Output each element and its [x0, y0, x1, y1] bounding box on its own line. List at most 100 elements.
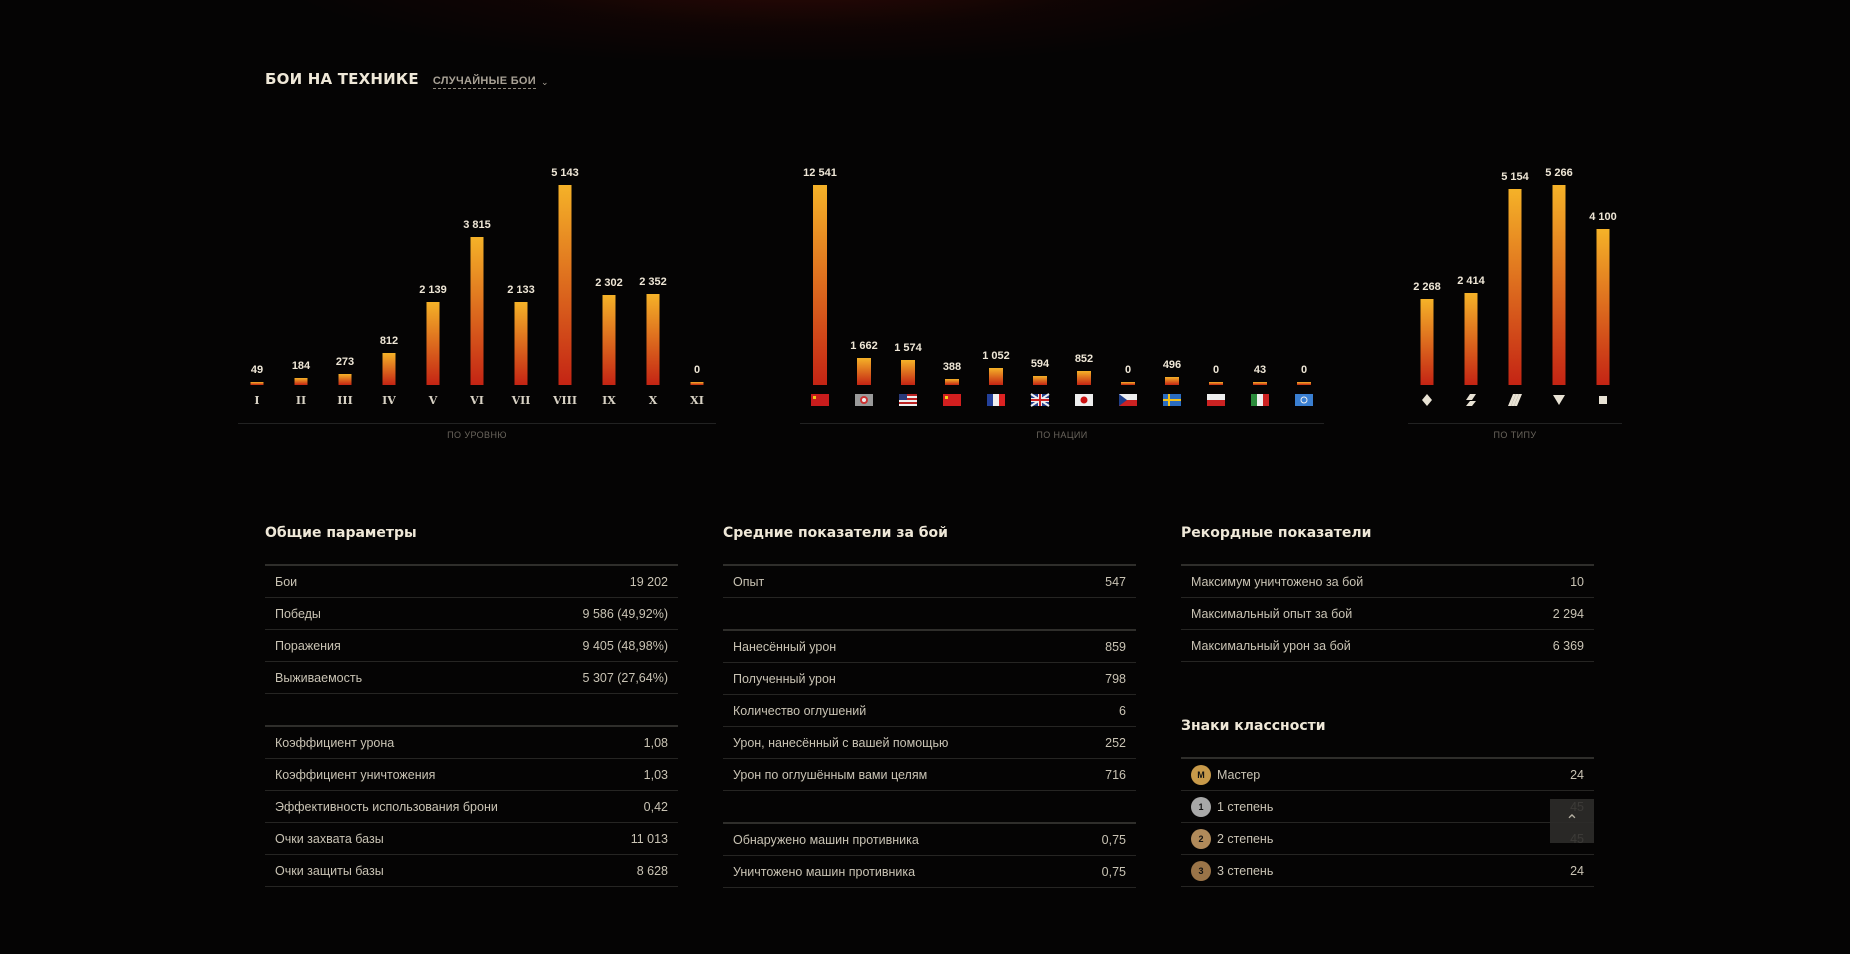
bar[interactable] [294, 378, 308, 385]
bar[interactable] [989, 368, 1003, 385]
bar[interactable] [1420, 299, 1434, 385]
bar[interactable] [646, 294, 660, 385]
stat-label: Нанесённый урон [733, 640, 836, 654]
stat-value: 8 628 [636, 863, 668, 878]
value-label: 2 302 [595, 277, 623, 289]
germany-flag-icon [855, 394, 873, 406]
stat-value: 24 [1570, 863, 1584, 878]
tick-label: VIII [552, 394, 577, 407]
bar[interactable] [1508, 189, 1522, 385]
stat-row: Полученный урон 798 [723, 663, 1136, 695]
usa-flag-icon [899, 394, 917, 406]
bar[interactable] [1165, 377, 1179, 385]
bar[interactable] [813, 185, 827, 385]
scroll-to-top-button[interactable]: ⌃ [1550, 799, 1594, 843]
stat-label: Коэффициент урона [275, 736, 394, 750]
bar[interactable] [1552, 185, 1566, 385]
value-label: 496 [1163, 359, 1181, 371]
stat-row: Коэффициент урона 1,08 [265, 727, 678, 759]
AT-SPG-class-icon [1553, 395, 1565, 405]
section-header: БОИ НА ТЕХНИКЕ СЛУЧАЙНЫЕ БОИ ⌄ [265, 70, 549, 89]
bar[interactable] [1297, 382, 1311, 385]
bar[interactable] [1596, 229, 1610, 385]
bar[interactable] [382, 353, 396, 385]
bar[interactable] [558, 185, 572, 385]
bar[interactable] [602, 295, 616, 385]
bar[interactable] [690, 382, 704, 385]
stat-label: Очки захвата базы [275, 832, 384, 846]
stat-label-text: Коэффициент урона [275, 735, 395, 750]
stat-label-text: Уничтожено машин противника [733, 864, 916, 879]
value-label: 184 [292, 360, 311, 372]
value-label: 5 154 [1501, 171, 1529, 183]
value-label: 1 574 [894, 342, 922, 354]
bar[interactable] [250, 382, 264, 385]
tick-label: XI [690, 394, 704, 407]
value-label: 2 414 [1457, 275, 1485, 287]
stat-value: 716 [1105, 767, 1126, 782]
row-separator [265, 694, 678, 727]
china-flag-icon [943, 394, 961, 406]
records-title: Рекордные показатели [1181, 525, 1372, 541]
chart-by-type-caption: ПО ТИПУ [1493, 430, 1537, 440]
stat-value: 0,75 [1101, 864, 1126, 879]
general-stats-title: Общие параметры [265, 525, 417, 541]
bar[interactable] [514, 302, 528, 385]
class-mark-icon: 1 [1191, 796, 1211, 817]
value-label: 0 [1125, 364, 1131, 376]
stat-label: 2 2 степень [1191, 828, 1273, 849]
value-label: 2 352 [639, 276, 667, 288]
stat-label-text: Обнаружено машин противника [733, 832, 919, 847]
stat-label: Количество оглушений [733, 704, 866, 718]
bar[interactable] [1077, 371, 1091, 385]
class-mark-icon: 2 [1191, 828, 1211, 849]
battle-type-dropdown[interactable]: СЛУЧАЙНЫЕ БОИ ⌄ [432, 75, 549, 89]
stat-value: 6 [1119, 703, 1126, 718]
stat-label-text: Очки защиты базы [275, 863, 384, 878]
stat-label-text: Мастер [1217, 767, 1261, 782]
czech-flag-icon [1119, 394, 1137, 406]
stat-value: 0,42 [643, 799, 668, 814]
stat-value: 6 369 [1552, 638, 1584, 653]
tick-label: III [337, 394, 352, 407]
stat-label-text: Урон по оглушённым вами целям [733, 767, 928, 782]
chart-baseline [238, 423, 716, 424]
ussr-flag-icon [811, 394, 829, 406]
chart-by-type-svg: 2 268 2 414 5 154 5 266 4 100 [1413, 167, 1617, 406]
stat-label-text: Эффективность использования брони [275, 799, 498, 814]
stat-row: Уничтожено машин противника 0,75 [723, 856, 1136, 888]
value-label: 812 [380, 335, 398, 347]
bar[interactable] [1253, 382, 1267, 385]
stat-row: Поражения 9 405 (48,98%) [265, 630, 678, 662]
heavyTank-class-icon [1508, 394, 1522, 406]
stat-row: Количество оглушений 6 [723, 695, 1136, 727]
bar[interactable] [1033, 376, 1047, 385]
tick-label: V [428, 394, 438, 407]
stat-row: Урон по оглушённым вами целям 716 [723, 759, 1136, 791]
value-label: 2 139 [419, 284, 447, 296]
stat-label: Победы [275, 607, 321, 621]
bar[interactable] [901, 360, 915, 385]
bar[interactable] [857, 358, 871, 385]
stat-value: 10 [1570, 574, 1584, 589]
stat-row: Максимальный опыт за бой 2 294 [1181, 598, 1594, 630]
stat-value: 2 294 [1552, 606, 1584, 621]
stat-label-text: Максимальный опыт за бой [1191, 606, 1353, 621]
bar[interactable] [1464, 293, 1478, 385]
bar[interactable] [338, 374, 352, 385]
page-title: БОИ НА ТЕХНИКЕ [265, 70, 419, 88]
stat-row: Очки захвата базы 11 013 [265, 823, 678, 855]
stat-row: 3 3 степень 24 [1181, 855, 1594, 887]
stat-label: Выживаемость [275, 671, 362, 685]
bar[interactable] [1121, 382, 1135, 385]
bar[interactable] [945, 379, 959, 385]
japan-flag-icon [1075, 394, 1093, 406]
stat-label: Эффективность использования брони [275, 800, 498, 814]
bar[interactable] [1209, 382, 1223, 385]
bar[interactable] [426, 302, 440, 385]
stat-value: 547 [1105, 574, 1126, 589]
stat-row: Очки защиты базы 8 628 [265, 855, 678, 887]
chart-by-tier-caption: ПО УРОВНЮ [447, 430, 507, 440]
stat-label: Поражения [275, 639, 341, 653]
bar[interactable] [470, 237, 484, 385]
